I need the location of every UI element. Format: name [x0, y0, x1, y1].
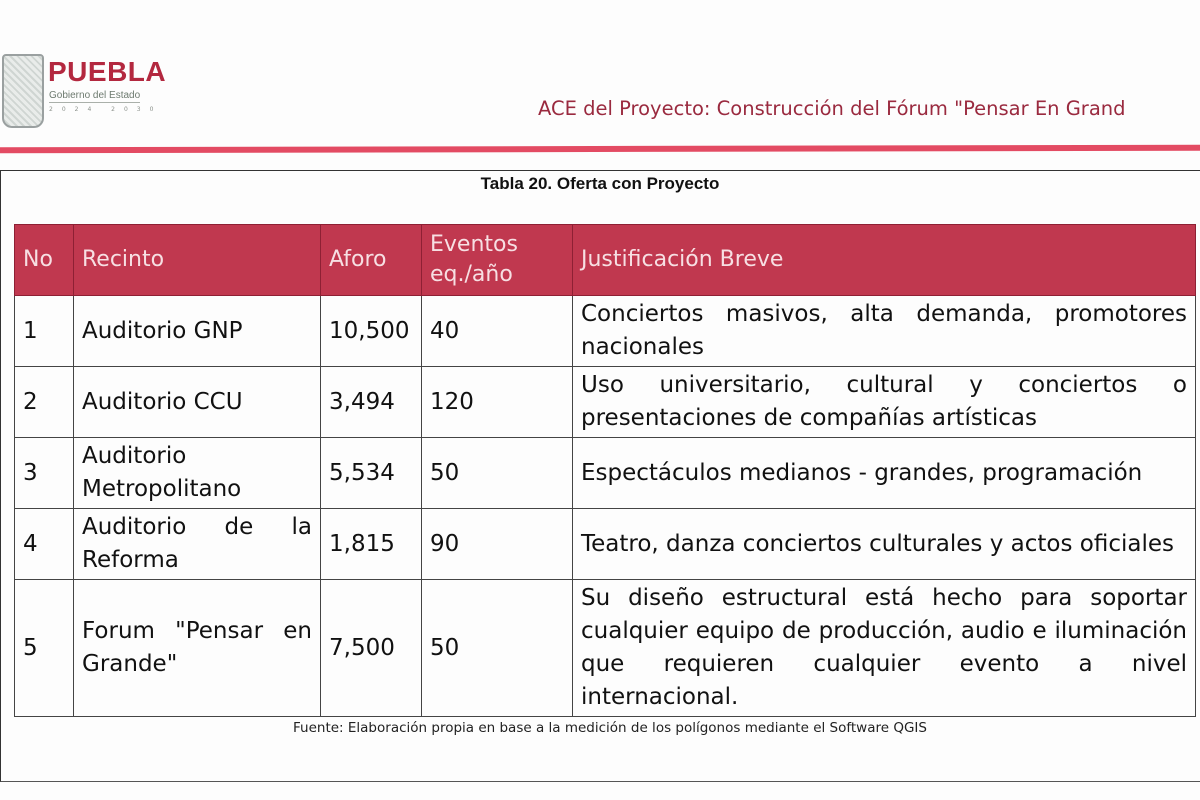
table-row: 1 Auditorio GNP 10,500 40 Conciertos mas… [14, 295, 1196, 367]
cell-justificacion: Conciertos masivos, alta demanda, promot… [572, 295, 1196, 367]
cell-no: 3 [14, 437, 74, 509]
logo-brand: PUEBLA [48, 56, 167, 87]
table-caption: Tabla 20. Oferta con Proyecto [480, 174, 720, 193]
cell-eventos: 40 [421, 295, 573, 367]
cell-justificacion: Teatro, danza conciertos culturales y ac… [572, 508, 1196, 580]
cell-eventos: 50 [421, 579, 573, 717]
col-header-aforo: Aforo [320, 224, 422, 296]
cell-aforo: 5,534 [320, 437, 422, 509]
cell-eventos: 90 [421, 508, 573, 580]
cell-aforo: 3,494 [320, 366, 422, 438]
page-header: PUEBLA Gobierno del Estado 2024 2030 ACE… [0, 0, 1200, 154]
table-row: 2 Auditorio CCU 3,494 120 Uso universita… [14, 366, 1196, 438]
cell-recinto: Auditorio Metropolitano [73, 437, 321, 509]
cell-aforo: 10,500 [320, 295, 422, 367]
cell-eventos: 50 [421, 437, 573, 509]
cell-justificacion: Su diseño estructural está hecho para so… [572, 579, 1196, 717]
cell-recinto: Auditorio CCU [73, 366, 321, 438]
cell-recinto: Auditorio GNP [73, 295, 321, 367]
table-source-note: Fuente: Elaboración propia en base a la … [293, 720, 927, 736]
cell-aforo: 7,500 [320, 579, 422, 717]
cell-justificacion: Espectáculos medianos - grandes, program… [572, 437, 1196, 509]
logo-years: 2024 2030 [49, 106, 163, 113]
cell-no: 4 [14, 508, 74, 580]
cell-no: 1 [14, 295, 74, 367]
cell-aforo: 1,815 [320, 508, 422, 580]
col-header-recinto: Recinto [73, 224, 321, 296]
table-row: 5 Forum "Pensar en Grande" 7,500 50 Su d… [14, 579, 1196, 717]
coat-of-arms-icon [2, 54, 44, 128]
table-frame [0, 170, 1200, 782]
oferta-table: No Recinto Aforo Eventos eq./año Justifi… [14, 224, 1196, 717]
cell-no: 5 [14, 579, 74, 717]
table-row: 4 Auditorio de la Reforma 1,815 90 Teatr… [14, 508, 1196, 580]
col-header-no: No [14, 224, 74, 296]
table-header-row: No Recinto Aforo Eventos eq./año Justifi… [14, 224, 1196, 296]
cell-no: 2 [14, 366, 74, 438]
col-header-eventos: Eventos eq./año [421, 224, 573, 296]
logo-subtitle: Gobierno del Estado [49, 90, 141, 103]
cell-recinto: Forum "Pensar en Grande" [73, 579, 321, 717]
puebla-logo: PUEBLA Gobierno del Estado 2024 2030 [0, 50, 180, 130]
col-header-justificacion: Justificación Breve [572, 224, 1196, 296]
header-divider [0, 144, 1200, 154]
table-row: 3 Auditorio Metropolitano 5,534 50 Espec… [14, 437, 1196, 509]
cell-recinto: Auditorio de la Reforma [73, 508, 321, 580]
cell-justificacion: Uso universitario, cultural y conciertos… [572, 366, 1196, 438]
document-title: ACE del Proyecto: Construcción del Fórum… [538, 97, 1126, 120]
cell-eventos: 120 [421, 366, 573, 438]
